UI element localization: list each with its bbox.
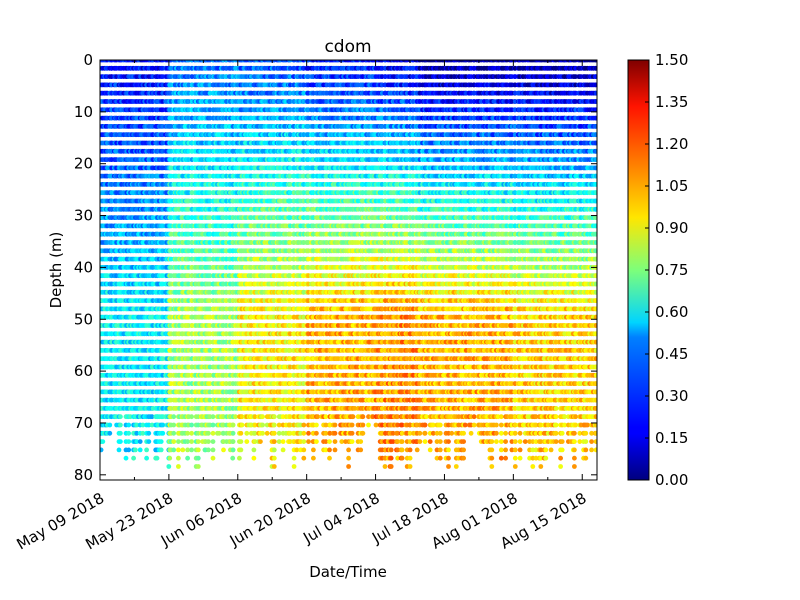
data-point <box>244 430 250 436</box>
profile-series <box>167 60 240 469</box>
data-point <box>230 422 236 428</box>
data-point <box>264 430 270 436</box>
data-point <box>107 422 113 428</box>
data-point <box>126 447 132 453</box>
data-point <box>206 447 211 453</box>
data-point <box>258 439 263 444</box>
profile-series <box>237 60 309 469</box>
data-point <box>230 455 236 461</box>
data-point <box>171 447 177 453</box>
data-point <box>230 447 236 453</box>
data-point <box>195 439 201 444</box>
data-point <box>271 414 277 420</box>
data-point <box>195 455 201 461</box>
scatter-layer <box>100 60 597 469</box>
chart-title: cdom <box>324 37 371 57</box>
data-point <box>171 430 177 436</box>
data-point <box>260 422 265 428</box>
data-point <box>134 439 140 444</box>
data-point <box>118 414 123 420</box>
data-point <box>260 414 265 420</box>
data-point <box>134 430 140 436</box>
data-point <box>176 447 181 453</box>
data-point <box>126 430 132 436</box>
data-point <box>271 430 277 436</box>
data-point <box>171 439 177 444</box>
data-point <box>140 430 146 436</box>
data-point <box>144 447 150 453</box>
data-point <box>210 447 216 453</box>
data-point <box>230 430 236 436</box>
data-point <box>176 439 181 444</box>
data-point <box>210 414 216 420</box>
data-point <box>210 455 216 461</box>
data-point <box>154 455 160 461</box>
profile-series <box>100 60 172 469</box>
data-point <box>144 455 150 461</box>
data-point <box>251 455 257 461</box>
data-point <box>140 422 146 428</box>
data-point <box>133 447 138 453</box>
data-point <box>118 439 123 444</box>
data-point <box>134 422 140 428</box>
data-point <box>167 455 173 461</box>
data-point <box>180 447 186 453</box>
data-point <box>189 439 195 444</box>
data-point <box>118 430 123 436</box>
data-point <box>123 455 129 461</box>
data-point <box>210 439 216 444</box>
data-point <box>146 439 152 444</box>
data-point <box>158 447 164 453</box>
data-point <box>260 430 265 436</box>
data-point <box>185 455 191 461</box>
data-point <box>166 464 172 469</box>
data-point <box>126 439 132 444</box>
data-point <box>271 439 277 444</box>
data-point <box>100 439 106 444</box>
data-point <box>100 447 104 453</box>
data-point <box>230 439 236 444</box>
data-point <box>206 439 211 444</box>
data-point <box>271 422 277 428</box>
data-point <box>131 455 137 461</box>
data-point <box>244 439 250 444</box>
data-point <box>176 455 181 461</box>
data-point <box>271 447 277 453</box>
data-point <box>206 430 211 436</box>
data-point <box>189 422 195 428</box>
data-point <box>146 430 152 436</box>
data-point <box>158 439 164 444</box>
data-point <box>107 430 113 436</box>
data-point <box>171 414 177 420</box>
data-point <box>176 464 181 469</box>
data-point <box>195 464 201 469</box>
data-point <box>160 430 166 436</box>
data-point <box>238 430 244 436</box>
data-point <box>210 430 216 436</box>
data-point <box>238 439 244 444</box>
data-point <box>160 422 166 428</box>
data-point <box>251 447 257 453</box>
data-point <box>237 455 242 461</box>
data-point <box>271 464 277 469</box>
data-point <box>118 422 123 428</box>
data-point <box>221 447 226 453</box>
data-point <box>137 439 143 444</box>
data-point <box>189 430 195 436</box>
data-point <box>171 422 177 428</box>
data-point <box>189 414 195 420</box>
data-point <box>137 447 143 453</box>
data-point <box>271 455 277 461</box>
data-point <box>116 447 122 453</box>
data-point <box>238 447 244 453</box>
data-point <box>239 422 245 428</box>
data-point <box>195 447 201 453</box>
data-point <box>126 422 132 428</box>
data-point <box>210 422 216 428</box>
data-point <box>189 447 195 453</box>
